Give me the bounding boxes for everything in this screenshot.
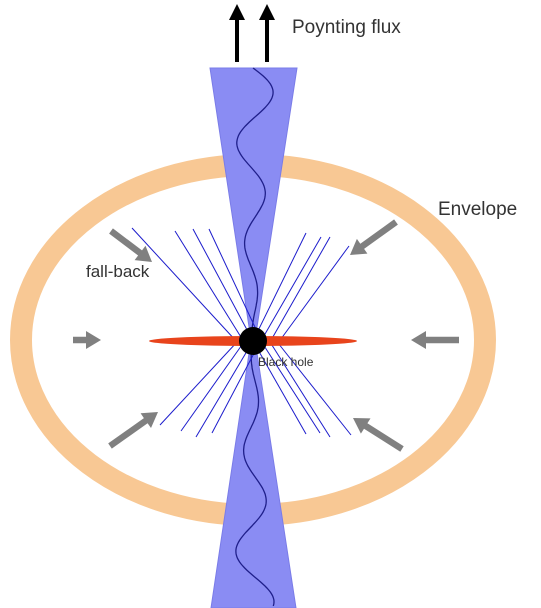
poynting-flux-label: Poynting flux	[292, 17, 401, 38]
field-line	[269, 236, 331, 343]
arrow-left	[73, 331, 101, 349]
field-line	[180, 341, 245, 432]
arrow-upper-right	[350, 219, 398, 255]
field-line	[211, 339, 262, 434]
field-line	[252, 232, 307, 342]
field-line	[174, 230, 245, 343]
field-line	[260, 340, 321, 434]
field-line	[277, 245, 350, 344]
arrow-upper-left	[109, 228, 152, 262]
jet-cone-upper	[209, 67, 298, 341]
field-line	[277, 342, 352, 436]
field-line	[252, 340, 307, 435]
field-line	[131, 227, 238, 343]
black-hole-label: Black hole	[258, 355, 314, 369]
field-lines-left	[131, 227, 262, 438]
arrow-right	[411, 331, 459, 349]
field-line	[195, 340, 254, 438]
field-line	[192, 228, 254, 342]
arrow-lower-left	[108, 412, 158, 449]
field-line	[208, 228, 262, 341]
poynting-flux-arrows	[229, 4, 275, 62]
arrow-lower-right	[353, 418, 404, 452]
envelope-label: Envelope	[438, 199, 517, 220]
fall-back-arrows	[73, 219, 459, 452]
fall-back-label: fall-back	[86, 262, 150, 281]
field-line	[269, 341, 331, 438]
field-lines-right	[252, 232, 352, 438]
black-hole	[239, 327, 267, 355]
field-line	[159, 341, 238, 426]
field-line	[260, 236, 322, 342]
